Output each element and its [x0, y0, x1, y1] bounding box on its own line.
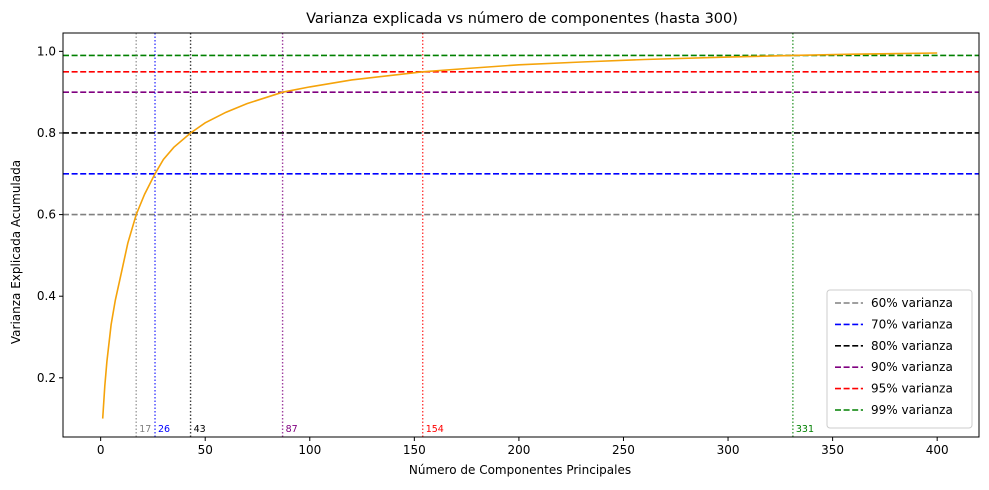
x-tick-label-2: 100: [298, 443, 321, 457]
component-label-1: 26: [158, 424, 170, 435]
x-tick-label-5: 250: [612, 443, 635, 457]
component-label-0: 17: [139, 424, 151, 435]
component-label-2: 43: [194, 424, 206, 435]
legend: 60% varianza 70% varianza 80% varianza 90% …: [826, 289, 973, 429]
legend-label-0: 60% varianza: [871, 296, 953, 310]
plot-area: 17 26 43 87 154 331: [62, 32, 980, 438]
legend-label-2: 80% varianza: [871, 339, 953, 353]
y-tick-label-0: 0.2: [37, 371, 56, 385]
component-label-3: 87: [286, 424, 298, 435]
x-tick-label-1: 50: [198, 443, 213, 457]
legend-box: [826, 289, 973, 429]
x-tick-label-4: 200: [507, 443, 530, 457]
chart-title: Varianza explicada vs número de componen…: [306, 11, 738, 27]
x-tick-label-3: 150: [403, 443, 426, 457]
component-label-5: 331: [796, 424, 814, 435]
x-tick-label-0: 0: [97, 443, 105, 457]
x-axis: 0 50 100 150 200 250 300 350 400: [97, 437, 949, 457]
legend-label-5: 99% varianza: [871, 403, 953, 417]
x-axis-label: Número de Componentes Principales: [409, 463, 631, 477]
legend-label-4: 95% varianza: [871, 382, 953, 396]
x-tick-label-8: 400: [926, 443, 949, 457]
legend-label-3: 90% varianza: [871, 360, 953, 374]
component-label-4: 154: [426, 424, 444, 435]
plot-frame: [62, 32, 980, 438]
x-tick-label-7: 350: [821, 443, 844, 457]
y-tick-label-4: 1.0: [37, 44, 56, 58]
variance-curve: [101, 52, 938, 419]
y-tick-label-1: 0.4: [37, 289, 56, 303]
y-axis-label: Varianza Explicada Acumulada: [9, 160, 23, 344]
y-axis: 0.2 0.4 0.6 0.8 1.0: [37, 44, 63, 385]
y-tick-label-2: 0.6: [37, 208, 56, 222]
legend-label-1: 70% varianza: [871, 317, 953, 331]
y-tick-label-3: 0.8: [37, 126, 56, 140]
x-tick-label-6: 300: [717, 443, 740, 457]
